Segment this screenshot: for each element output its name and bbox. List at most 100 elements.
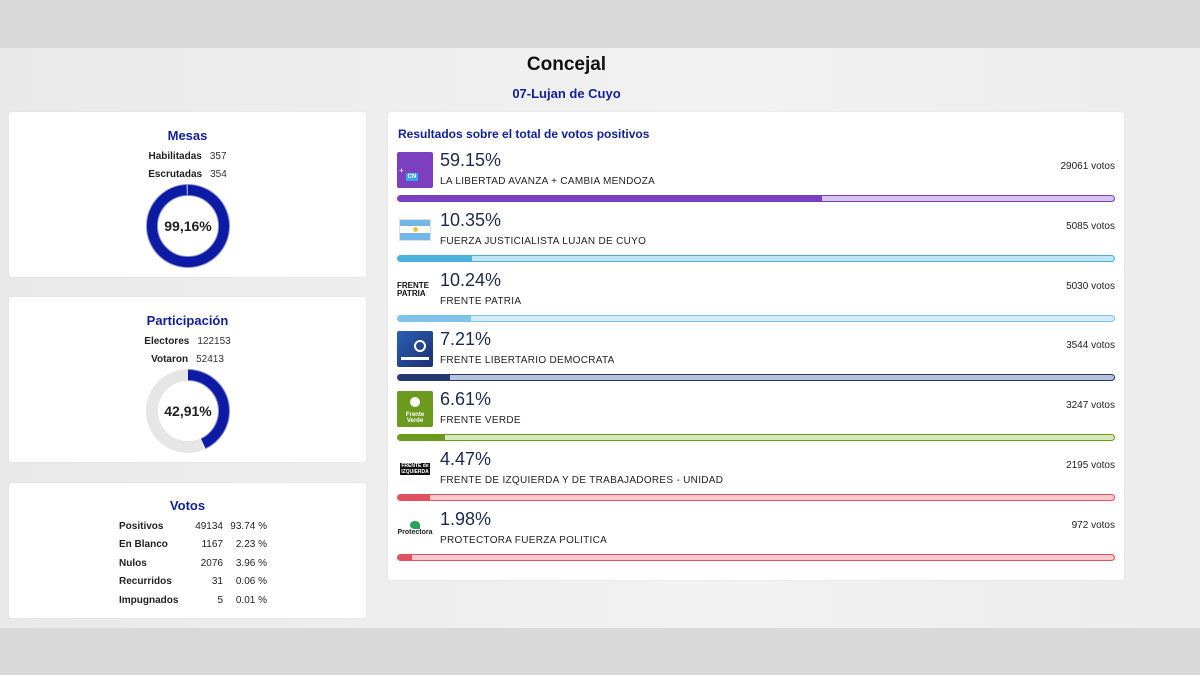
party-progress-bar bbox=[397, 553, 1115, 561]
party-name: FUERZA JUSTICIALISTA LUJAN DE CUYO bbox=[440, 235, 647, 247]
party-row: 10.35% FUERZA JUSTICIALISTA LUJAN DE CUYO… bbox=[397, 208, 1115, 268]
votos-row-label: Positivos bbox=[119, 520, 164, 532]
party-votes: 3247 votos bbox=[1066, 400, 1115, 412]
participacion-title: Participación bbox=[146, 313, 229, 328]
votos-row-percent: 2.23 % bbox=[235, 539, 267, 551]
votaron-value: 52413 bbox=[196, 353, 224, 365]
votos-row-percent: 0.01 % bbox=[235, 594, 267, 606]
party-progress-bar bbox=[397, 314, 1115, 322]
escrutadas-value: 354 bbox=[210, 168, 227, 180]
votos-row-percent: 0.06 % bbox=[235, 576, 267, 588]
habilitadas-row: Habilitadas 357 bbox=[9, 147, 366, 165]
party-votes: 3544 votos bbox=[1066, 340, 1115, 352]
protectora-logo-icon: Protectora bbox=[397, 521, 433, 536]
votos-row: Nulos 2076 3.96 % bbox=[119, 554, 267, 573]
party-name: FRENTE VERDE bbox=[440, 415, 521, 427]
party-progress-fill bbox=[398, 554, 413, 560]
votos-card: Votos Positivos 49134 93.74 % En Blanco 1167… bbox=[9, 483, 366, 618]
party-name: LA LIBERTAD AVANZA + CAMBIA MENDOZA bbox=[440, 176, 656, 187]
votos-row: En Blanco 1167 2.23 % bbox=[119, 536, 267, 555]
party-logo: FRENTE PATRIA bbox=[397, 272, 433, 308]
party-logo: + CN bbox=[397, 152, 433, 188]
logo-text: CN bbox=[406, 173, 418, 181]
party-progress-fill bbox=[398, 495, 430, 500]
party-percent: 10.35% bbox=[440, 209, 502, 230]
party-percent: 7.21% bbox=[440, 329, 492, 350]
party-logo bbox=[397, 212, 433, 248]
habilitadas-label: Habilitadas bbox=[148, 150, 202, 162]
mesas-percent: 99,16% bbox=[164, 218, 212, 234]
fit-logo-icon: FRENTE de IZQUIERDA bbox=[400, 463, 430, 475]
party-row: FRENTE PATRIA 10.24% FRENTE PATRIA 5030 vot… bbox=[397, 268, 1115, 328]
party-progress-fill bbox=[398, 375, 450, 381]
votos-title: Votos bbox=[169, 498, 206, 513]
party-row: Frente Verde 6.61% FRENTE VERDE 3247 votos bbox=[397, 387, 1115, 447]
logo-text: Protectora bbox=[397, 529, 433, 537]
party-votes: 5085 votos bbox=[1066, 220, 1115, 232]
party-logo bbox=[397, 331, 433, 368]
votos-row: Recurridos 31 0.06 % bbox=[119, 573, 267, 592]
fld-logo-icon bbox=[397, 331, 433, 368]
party-row: 7.21% FRENTE LIBERTARIO DEMOCRATA 3544 vot… bbox=[397, 327, 1115, 387]
party-progress-fill bbox=[398, 196, 822, 201]
party-percent: 6.61% bbox=[440, 389, 492, 410]
electores-value: 122153 bbox=[197, 335, 231, 347]
party-progress-bar bbox=[397, 195, 1115, 202]
argentina-flag-icon bbox=[399, 218, 431, 241]
votaron-label: Votaron bbox=[151, 353, 189, 365]
escrutadas-row: Escrutadas 354 bbox=[9, 165, 366, 183]
party-progress-fill bbox=[398, 255, 473, 261]
votos-table: Positivos 49134 93.74 % En Blanco 1167 2.23 %… bbox=[119, 517, 267, 610]
mesas-donut-chart bbox=[146, 184, 230, 268]
votos-row-count: 49134 bbox=[195, 520, 223, 532]
party-progress-bar bbox=[397, 254, 1115, 262]
votos-row-count: 5 bbox=[217, 594, 223, 606]
results-card: Resultados sobre el total de votos posit… bbox=[388, 112, 1124, 580]
party-logo: Frente Verde bbox=[397, 391, 433, 428]
electores-label: Electores bbox=[144, 335, 190, 347]
party-votes: 972 votos bbox=[1071, 519, 1115, 531]
logo-text: Frente Verde bbox=[405, 412, 425, 425]
votos-row-count: 2076 bbox=[200, 557, 223, 569]
party-progress-fill bbox=[398, 315, 472, 321]
mesas-donut-arc bbox=[147, 185, 229, 267]
party-progress-bar bbox=[397, 494, 1115, 501]
party-progress-bar bbox=[397, 434, 1115, 442]
party-row: Protectora 1.98% PROTECTORA FUERZA POLITIC… bbox=[397, 507, 1115, 567]
votos-row-label: Nulos bbox=[119, 557, 147, 569]
votos-row-percent: 3.96 % bbox=[235, 557, 267, 569]
lla-logo-icon: + CN bbox=[397, 152, 433, 188]
party-logo: Protectora bbox=[397, 511, 433, 547]
electores-row: Electores 122153 bbox=[9, 332, 366, 350]
party-row: FRENTE de IZQUIERDA 4.47% FRENTE DE IZQUIE… bbox=[397, 447, 1115, 507]
votos-row-count: 1167 bbox=[201, 539, 223, 551]
results-title: Resultados sobre el total de votos posit… bbox=[398, 127, 650, 141]
votaron-row: Votaron 52413 bbox=[9, 350, 366, 368]
mesas-card: Mesas Habilitadas 357 Escrutadas 354 99,… bbox=[9, 112, 366, 277]
party-logo: FRENTE de IZQUIERDA bbox=[397, 451, 433, 487]
participacion-donut-arc bbox=[147, 370, 229, 452]
escrutadas-label: Escrutadas bbox=[148, 168, 203, 180]
party-percent: 4.47% bbox=[440, 449, 492, 469]
participacion-card: Participación Electores 122153 Votaron 5… bbox=[9, 297, 366, 462]
party-row: + CN 59.15% LA LIBERTAD AVANZA + CAMBIA MEN… bbox=[397, 148, 1115, 208]
party-name: FRENTE PATRIA bbox=[440, 295, 522, 307]
party-name: FRENTE DE IZQUIERDA Y DE TRABAJADORES - … bbox=[440, 475, 724, 486]
votos-row-label: En Blanco bbox=[119, 539, 168, 551]
party-name: PROTECTORA FUERZA POLITICA bbox=[440, 534, 608, 546]
party-percent: 59.15% bbox=[440, 150, 502, 170]
habilitadas-value: 357 bbox=[209, 150, 227, 162]
mesas-title: Mesas bbox=[167, 128, 208, 143]
party-votes: 5030 votos bbox=[1066, 280, 1115, 292]
frente-patria-logo-icon: FRENTE PATRIA bbox=[397, 280, 429, 298]
votos-row: Positivos 49134 93.74 % bbox=[119, 517, 267, 536]
votos-row: Impugnados 5 0.01 % bbox=[119, 591, 267, 610]
party-progress-bar bbox=[397, 374, 1115, 382]
party-name: FRENTE LIBERTARIO DEMOCRATA bbox=[440, 355, 615, 367]
page-title: Concejal bbox=[526, 54, 607, 75]
votos-row-percent: 93.74 % bbox=[230, 520, 267, 532]
participacion-donut-chart bbox=[146, 369, 230, 453]
party-progress-fill bbox=[398, 435, 446, 441]
votos-row-count: 31 bbox=[211, 576, 223, 588]
party-percent: 1.98% bbox=[440, 508, 492, 529]
